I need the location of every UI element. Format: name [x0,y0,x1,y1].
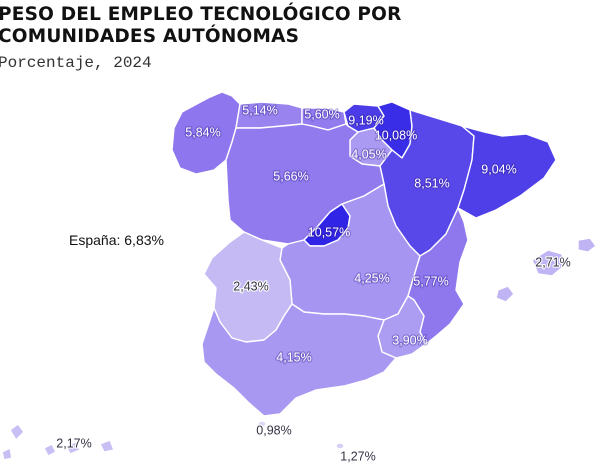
region-baleares[interactable] [495,237,597,303]
label-castilla-la-mancha: 4,25% [354,271,389,285]
map-title: Peso del empleo tecnológico por comunida… [0,4,402,48]
region-canarias[interactable] [1,423,115,461]
label-canarias: 2,17% [56,436,91,450]
region-ceuta[interactable] [257,420,267,428]
label-ceuta: 0,98% [256,423,291,437]
label-cataluna: 9,04% [481,162,516,176]
region-cataluna[interactable] [457,125,557,219]
label-aragon: 8,51% [414,176,449,190]
label-pais-vasco: 9,19% [348,113,383,127]
map-subtitle: Porcentaje, 2024 [0,54,152,72]
labels-layer: 5,84% 5,14% 5,60% 9,19% 10,08% 4,05% 8,5… [55,102,572,464]
regions-layer [1,91,597,461]
map-title-line-1: Peso del empleo tecnológico por [0,4,402,25]
label-murcia: 3,90% [392,333,427,347]
label-asturias: 5,14% [242,103,277,117]
label-andalucia: 4,15% [276,350,311,364]
label-baleares: 2,71% [535,255,570,269]
label-melilla: 1,27% [340,449,375,463]
region-melilla[interactable] [335,442,345,450]
label-madrid: 10,57% [308,225,350,239]
label-navarra: 10,08% [375,128,417,142]
label-la-rioja: 4,05% [351,147,386,161]
label-galicia: 5,84% [185,125,220,139]
label-extremadura: 2,43% [233,279,268,293]
label-cantabria: 5,60% [304,107,339,121]
label-comunitat-valenciana: 5,77% [413,274,448,288]
region-andalucia[interactable] [201,303,397,417]
label-castilla-leon: 5,66% [273,169,308,183]
national-average-note: España: 6,83% [69,232,164,248]
map-title-line-2: comunidades autónomas [0,26,300,47]
